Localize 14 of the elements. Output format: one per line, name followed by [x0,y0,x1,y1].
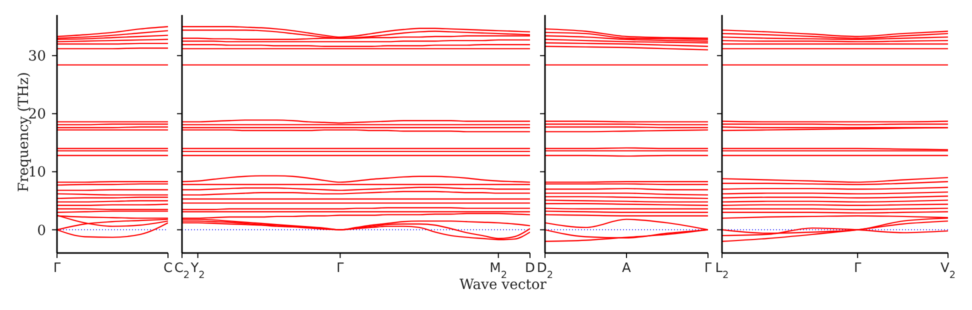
x-tick-label: V$_{2}$ [940,261,956,280]
x-tick-label: Γ [704,261,712,276]
y-tick-label: 10 [28,164,46,181]
y-tick-label: 30 [28,48,46,65]
x-tick-label: D [524,261,536,276]
x-tick-label: L$_{2}$ [715,261,729,280]
x-tick-label: C$_{2}$ [174,261,190,280]
x-tick-label: Γ [854,261,862,276]
x-tick-label: Γ [53,261,62,276]
x-tick-label: Y$_{2}$ [190,261,205,280]
y-tick-label: 0 [37,222,46,239]
x-tick-label: Γ [336,261,345,276]
x-tick-label: A [622,261,632,276]
x-tick-label: C [163,261,173,276]
